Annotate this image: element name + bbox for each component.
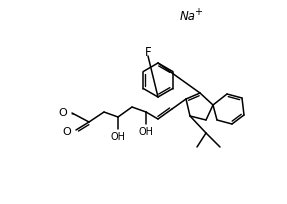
Text: O: O (62, 127, 71, 137)
Text: OH: OH (110, 132, 125, 142)
Text: OH: OH (139, 127, 154, 137)
Text: Na: Na (180, 10, 196, 22)
Text: O: O (58, 108, 67, 118)
Text: F: F (145, 45, 151, 59)
Text: ⁻: ⁻ (70, 112, 75, 122)
Text: +: + (194, 7, 202, 17)
